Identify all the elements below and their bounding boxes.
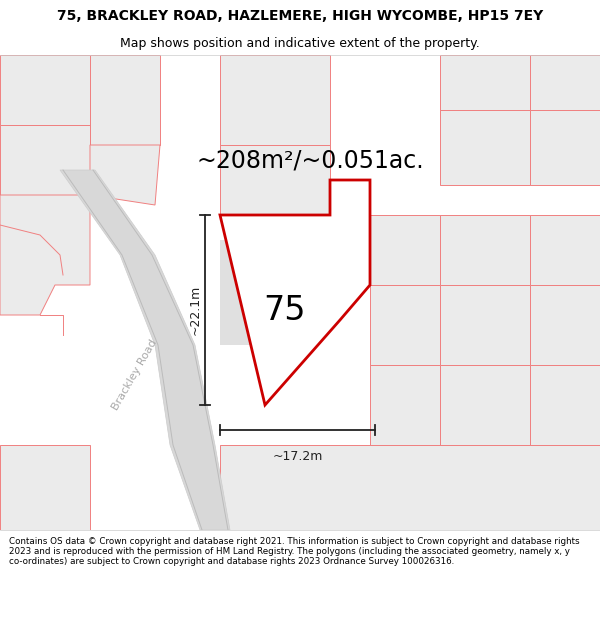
- Polygon shape: [0, 55, 90, 125]
- Polygon shape: [90, 145, 160, 205]
- Polygon shape: [440, 285, 530, 365]
- Text: ~22.1m: ~22.1m: [188, 285, 202, 335]
- Text: 75, BRACKLEY ROAD, HAZLEMERE, HIGH WYCOMBE, HP15 7EY: 75, BRACKLEY ROAD, HAZLEMERE, HIGH WYCOM…: [57, 9, 543, 24]
- Text: Brackley Road: Brackley Road: [111, 338, 159, 412]
- Polygon shape: [440, 110, 530, 185]
- Polygon shape: [220, 55, 330, 145]
- Text: ~17.2m: ~17.2m: [272, 450, 323, 463]
- Text: Contains OS data © Crown copyright and database right 2021. This information is : Contains OS data © Crown copyright and d…: [9, 537, 580, 566]
- Polygon shape: [440, 55, 530, 110]
- Polygon shape: [0, 195, 90, 315]
- Polygon shape: [440, 215, 530, 285]
- Polygon shape: [370, 365, 440, 445]
- Polygon shape: [370, 285, 440, 365]
- Polygon shape: [60, 170, 230, 530]
- Polygon shape: [530, 215, 600, 285]
- Polygon shape: [220, 145, 330, 215]
- Polygon shape: [220, 240, 310, 345]
- Text: 75: 75: [264, 294, 306, 326]
- Polygon shape: [370, 215, 440, 285]
- Polygon shape: [220, 445, 600, 530]
- Text: ~208m²/~0.051ac.: ~208m²/~0.051ac.: [196, 148, 424, 172]
- Polygon shape: [530, 285, 600, 365]
- Polygon shape: [90, 55, 160, 145]
- Polygon shape: [0, 445, 90, 530]
- Polygon shape: [220, 180, 370, 405]
- Text: Map shows position and indicative extent of the property.: Map shows position and indicative extent…: [120, 38, 480, 51]
- Polygon shape: [530, 110, 600, 185]
- Polygon shape: [530, 365, 600, 445]
- Polygon shape: [530, 55, 600, 110]
- Polygon shape: [0, 125, 90, 195]
- Polygon shape: [440, 365, 530, 445]
